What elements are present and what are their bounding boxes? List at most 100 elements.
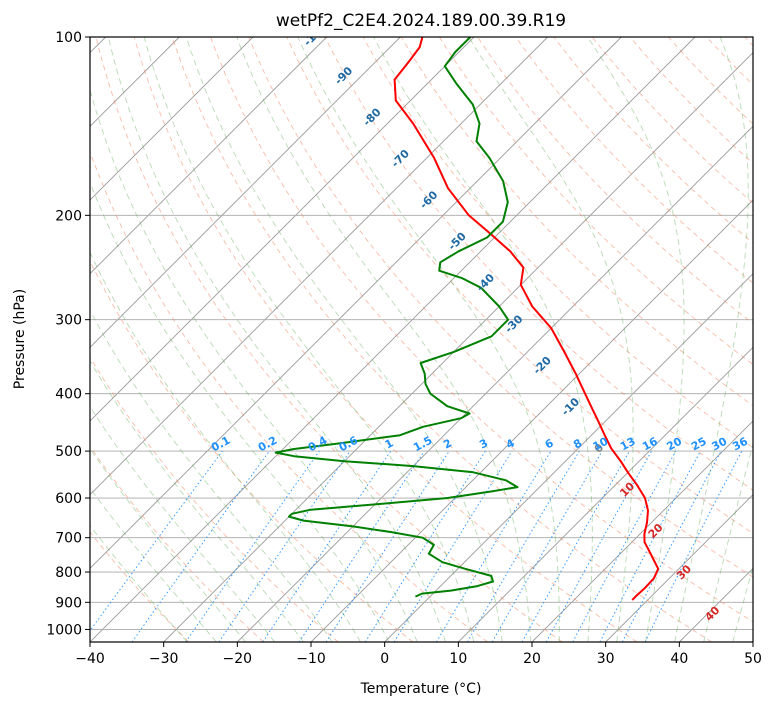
mixing-ratio-line — [298, 450, 425, 642]
mixing-ratio-label: 20 — [664, 435, 684, 454]
y-tick-label: 800 — [55, 565, 82, 581]
dry-adiabat-line — [706, 37, 753, 86]
dry-adiabat-label: 30 — [674, 562, 694, 582]
y-tick-label: 700 — [55, 531, 82, 547]
x-tick-label: 30 — [597, 651, 615, 667]
y-tick-label: 200 — [55, 208, 82, 224]
moist-adiabat-line — [90, 88, 418, 642]
dry-adiabat-line — [248, 37, 753, 578]
mixing-ratio-line — [599, 450, 701, 642]
moist-adiabat-lines — [90, 37, 753, 642]
moist-adiabat-line — [468, 37, 634, 642]
mixing-ratio-line — [435, 450, 552, 642]
dry-adiabat-line — [90, 356, 339, 642]
dry-adiabat-line — [90, 150, 488, 642]
plot-frame — [89, 36, 754, 643]
moist-adiabat-line — [90, 447, 247, 642]
mixing-ratio-label: 30 — [710, 435, 730, 454]
dry-adiabat-label: -50 — [446, 230, 469, 253]
x-tick-label: 0 — [380, 651, 389, 667]
dry-adiabat-label: -90 — [332, 64, 355, 87]
dry-adiabat-label: 40 — [702, 604, 722, 624]
moist-adiabat-line — [90, 309, 333, 642]
dry-adiabat-line — [362, 37, 753, 449]
y-axis-label: Pressure (hPa) — [12, 289, 28, 389]
dry-adiabat-label: -100 — [301, 20, 330, 49]
dry-adiabat-line — [286, 37, 753, 534]
isotherm-line — [90, 37, 327, 275]
mixing-ratio-line — [467, 450, 580, 642]
dry-adiabat-line — [324, 37, 753, 491]
dry-adiabat-line — [210, 37, 753, 623]
x-tick-label: −10 — [296, 651, 326, 667]
dry-adiabat-label: -60 — [417, 188, 440, 211]
dry-adiabat-line — [668, 37, 753, 125]
dry-adiabat-line — [439, 37, 753, 365]
moist-adiabat-line — [185, 37, 503, 642]
moist-adiabat-line — [674, 37, 749, 642]
mixing-ratio-label: 13 — [618, 435, 638, 454]
moist-adiabat-line — [297, 37, 560, 642]
moist-adiabat-line — [143, 37, 475, 642]
isotherm-line — [605, 494, 753, 642]
x-axis-label: Temperature (°C) — [360, 681, 482, 697]
dry-adiabat-line — [553, 37, 753, 244]
y-tick-label: 400 — [55, 387, 82, 403]
dry-adiabat-line — [90, 445, 264, 642]
x-tick-label: 10 — [449, 651, 467, 667]
dry-adiabat-line — [95, 37, 563, 642]
mixing-ratio-line — [393, 450, 513, 642]
moist-adiabat-line — [373, 37, 593, 642]
x-tick-label: −40 — [75, 651, 105, 667]
mixing-ratio-line — [218, 450, 351, 642]
chart-title: wetPf2_C2E4.2024.189.00.39.R19 — [276, 11, 566, 31]
mixing-ratio-label: 36 — [730, 435, 750, 454]
x-axis-ticks: −40 −30 −20 −10 0 10 20 30 40 50 — [75, 642, 762, 667]
mixing-ratio-label: 2 — [441, 436, 454, 451]
isotherm-lines — [90, 37, 753, 642]
temperature-profile-line — [393, 37, 660, 601]
moist-adiabat-line — [90, 524, 188, 642]
mixing-ratio-line — [131, 450, 270, 642]
moist-adiabat-line — [732, 564, 753, 642]
mixing-ratio-lines — [90, 450, 743, 642]
isotherm-line — [90, 37, 696, 642]
mixing-ratio-label: 6 — [543, 436, 556, 451]
mixing-ratio-line — [325, 450, 450, 642]
y-axis-ticks: 100 200 300 400 500 600 700 800 900 1000 — [46, 30, 90, 638]
isotherm-line — [90, 37, 622, 569]
moist-adiabat-line — [90, 360, 304, 642]
dewpoint-profile-line — [274, 37, 519, 598]
y-tick-label: 1000 — [46, 622, 82, 638]
moist-adiabat-line — [90, 251, 361, 642]
y-tick-label: 500 — [55, 444, 82, 460]
mixing-ratio-line — [572, 450, 677, 642]
dry-adiabat-label: -80 — [360, 105, 383, 128]
dry-adiabat-line — [744, 37, 753, 47]
dry-adiabat-label: -70 — [389, 147, 412, 170]
dry-adiabat-label: -20 — [531, 354, 554, 377]
mixing-ratio-line — [545, 450, 653, 642]
isotherm-line — [90, 37, 475, 422]
mixing-ratio-line — [185, 450, 320, 642]
moist-adiabat-line — [703, 441, 753, 642]
y-tick-label: 900 — [55, 595, 82, 611]
mixing-ratio-line — [491, 450, 603, 642]
mixing-ratio-label: 25 — [689, 435, 709, 454]
dry-adiabat-lines — [90, 37, 753, 642]
isotherm-line — [458, 346, 753, 642]
x-tick-label: −30 — [149, 651, 179, 667]
moist-adiabat-line — [90, 487, 217, 642]
isotherm-line — [90, 37, 254, 201]
dry-adiabat-line — [400, 37, 753, 407]
moist-adiabat-line — [587, 37, 685, 642]
y-tick-label: 600 — [55, 491, 82, 507]
mixing-ratio-label: 10 — [591, 435, 611, 454]
moist-adiabat-line — [107, 37, 447, 642]
dry-adiabat-line — [515, 37, 753, 284]
mixing-ratio-line — [521, 450, 630, 642]
moist-adiabat-line — [236, 37, 532, 642]
isotherm-line — [90, 37, 548, 496]
plot-area: -100-90-80-70-60-50-40-30-20-10010203040… — [90, 20, 753, 642]
